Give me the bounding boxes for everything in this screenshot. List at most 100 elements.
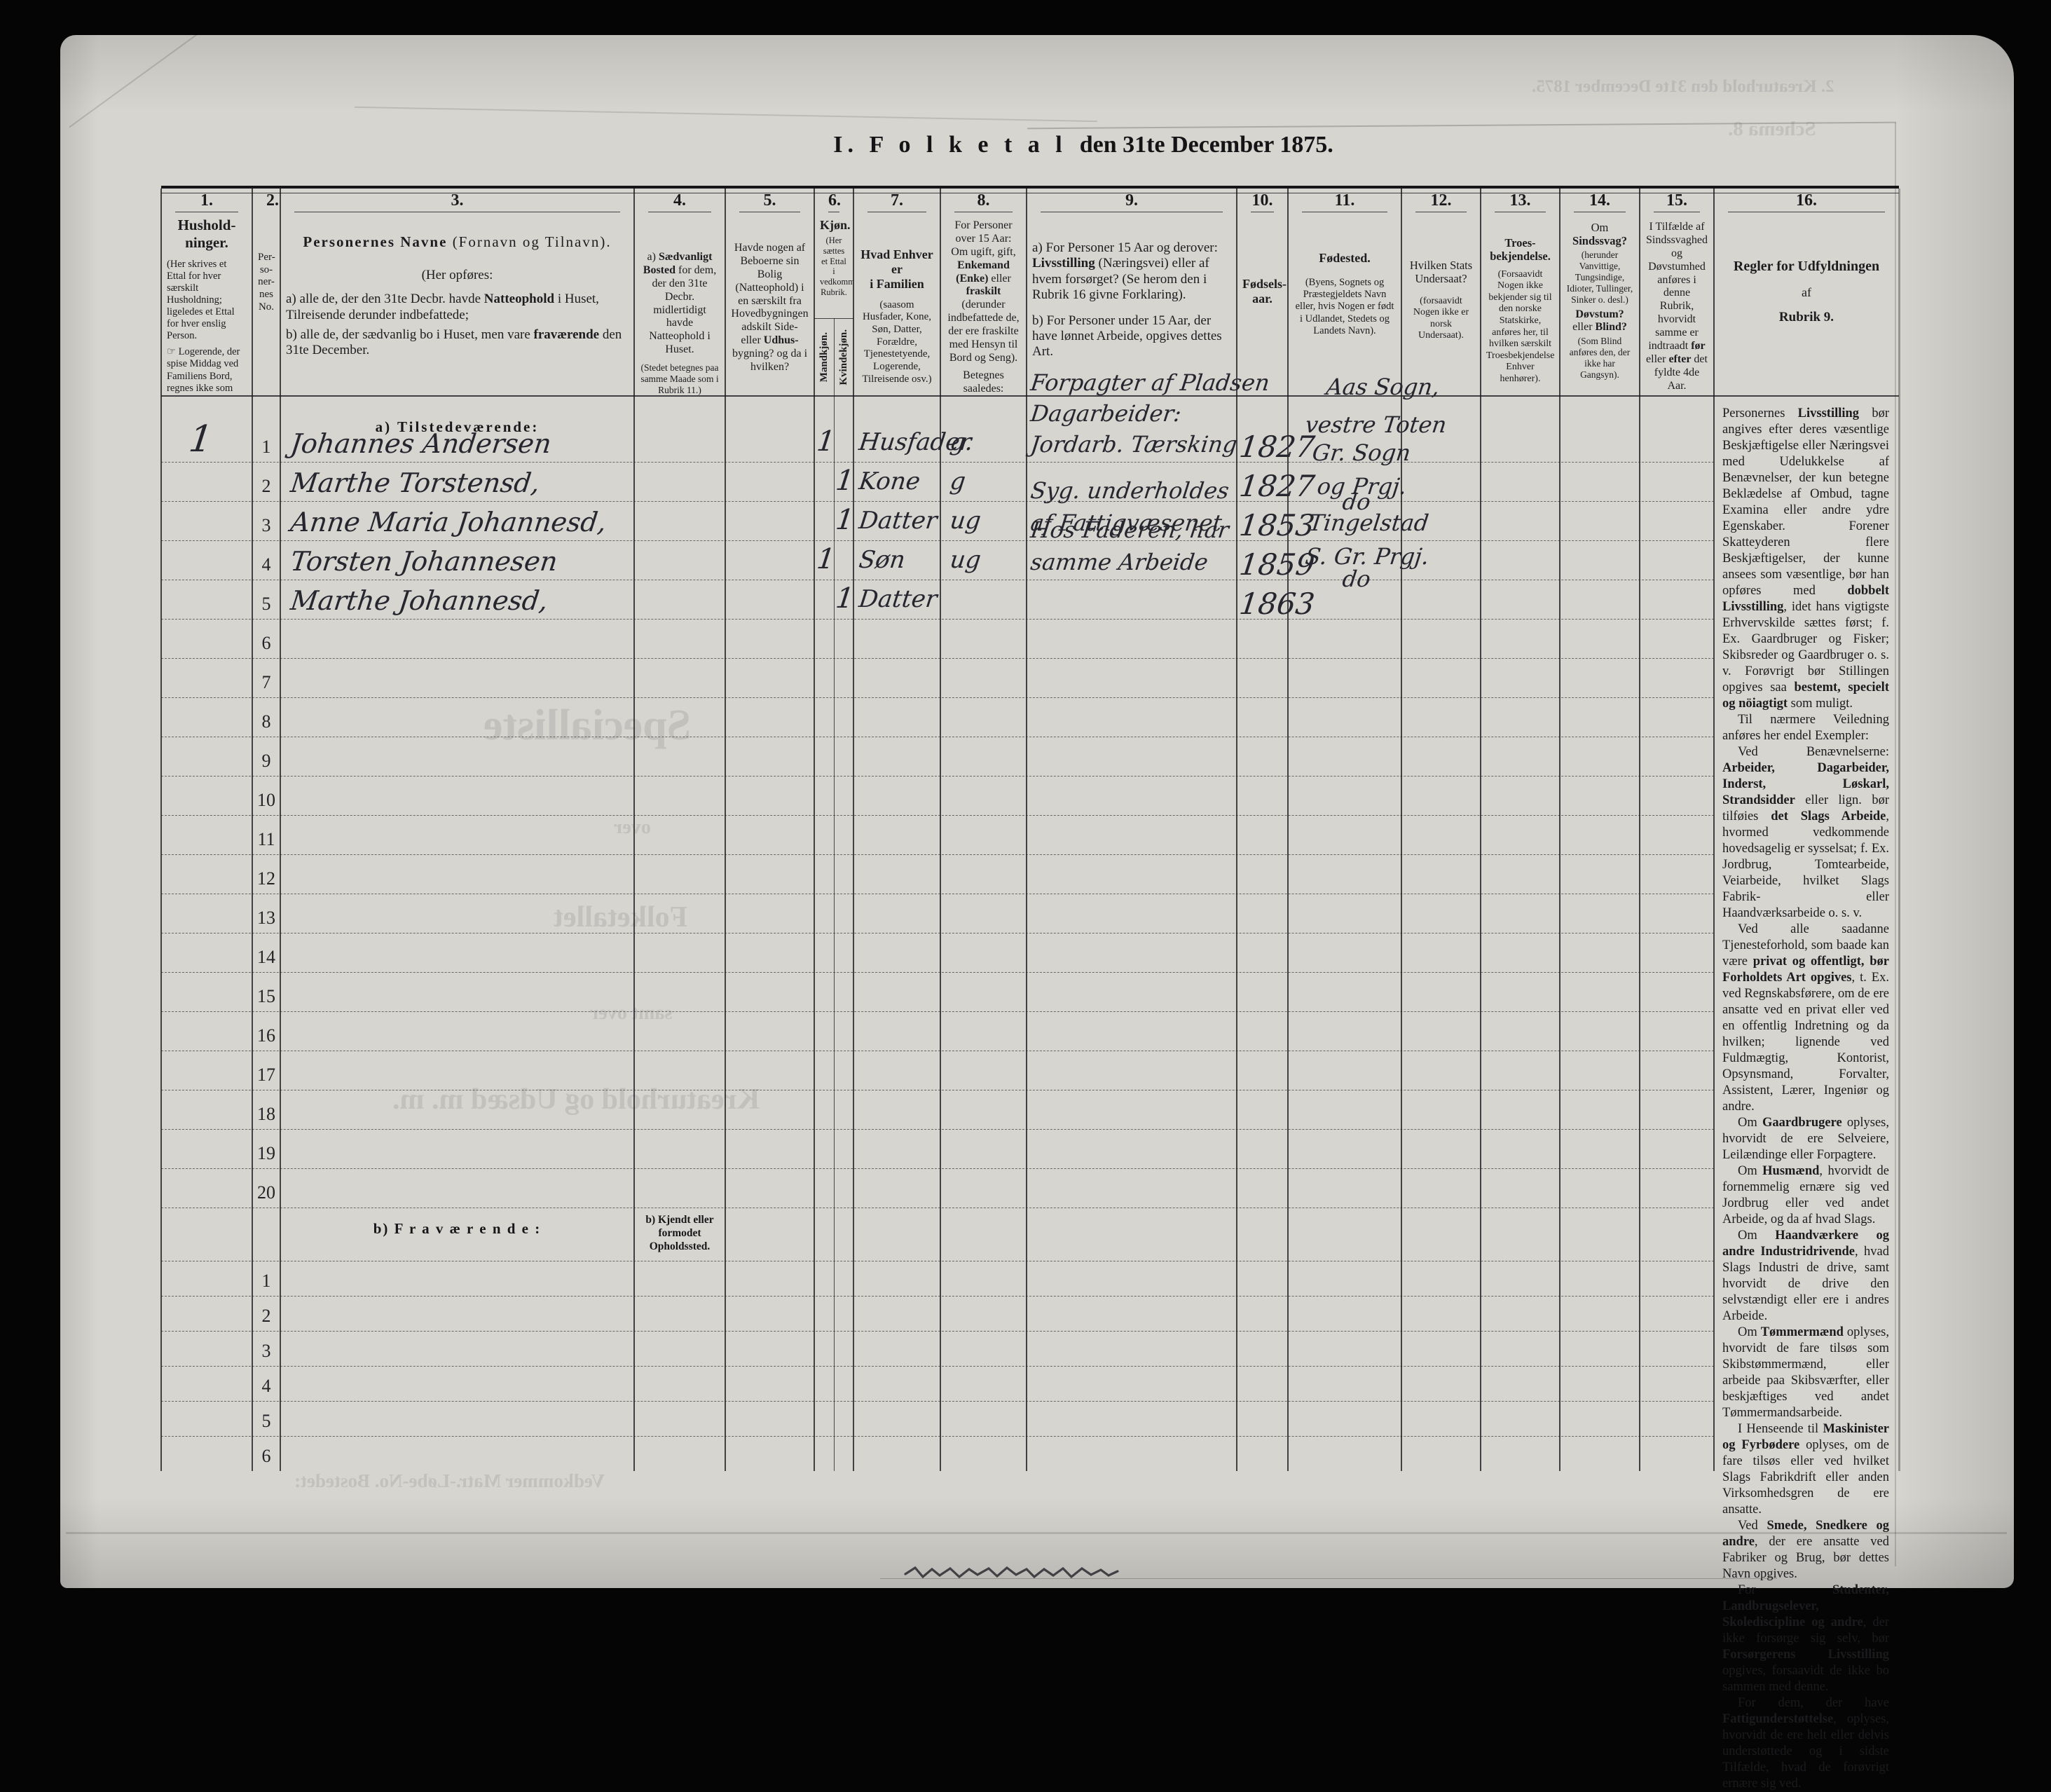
table-column-line: [853, 189, 854, 1471]
text-segment: Ved alle saadanne Tjenesteforhold, som b…: [1722, 922, 1889, 969]
pen-squiggle-flourish: [904, 1566, 1119, 1579]
column-header-11: 11. Fødested. (Byens, Sognets og Præstegje…: [1288, 189, 1401, 395]
birthplace-line: vestre Toten: [1303, 411, 1448, 438]
column-number: 9.: [1041, 191, 1223, 212]
row-number: 4: [261, 1376, 271, 1396]
row-rule: [161, 776, 1714, 777]
row-rule: [161, 854, 1714, 855]
text-segment: a): [647, 251, 659, 263]
row-rule: [161, 1296, 1714, 1297]
text-segment: , t. Ex. ved Regnskabsførere, om de ere …: [1722, 971, 1889, 1114]
text-segment: (saasom Husfader, Kone, Søn, Datter, For…: [862, 299, 932, 385]
paper-sheet: Specialliste over Folketallet samt over Krea…: [60, 27, 2014, 1791]
header-text-block: b) For Personer under 15 Aar, der have l…: [1032, 313, 1231, 360]
row-rule: [161, 697, 1714, 698]
person-name: Marthe Torstensd,: [289, 467, 542, 498]
table-column-line: [1898, 189, 1900, 1471]
table-column-line: [1639, 189, 1640, 1471]
header-text-block: Betegnes saaledes: ug., g., e., f.: [946, 369, 1021, 395]
row-number: 10: [257, 790, 275, 810]
text-segment: , hvormed vedkommende hovedsagelig er sy…: [1722, 809, 1889, 920]
family-position: Datter: [857, 507, 939, 535]
text-segment: Fattigunderstøttelse: [1722, 1712, 1834, 1726]
row-number: 1: [261, 1271, 271, 1291]
header-text-block: (Stedet betegnes paa samme Maade som i R…: [640, 362, 720, 395]
person-name: Anne Maria Johannesd,: [289, 507, 608, 538]
text-segment: Enkemand (Enke): [956, 259, 1010, 285]
text-segment: (Her opføres:: [421, 267, 493, 282]
person-name: Torsten Johannesen: [289, 546, 560, 577]
text-segment: Regler for Udfyldningen: [1733, 259, 1880, 274]
rules-paragraph: Ved alle saadanne Tjenesteforhold, som b…: [1722, 922, 1889, 1115]
text-segment: af: [1802, 285, 1811, 299]
occupation-line: Forpagter af Pladsen: [1029, 369, 1272, 396]
page-title-date: den 31te December 1875.: [1079, 132, 1333, 158]
rules-paragraph: For dem, der have Fattigunderstøttelse, …: [1722, 1695, 1889, 1792]
column-header-16: 16. Regler for Udfyldningen af Rubrik 9.: [1714, 189, 1899, 395]
text-segment: i Huset, Tilreisende derunder indbefatte…: [286, 292, 599, 322]
row-number: 3: [261, 1341, 271, 1361]
row-rule: [161, 1436, 1714, 1437]
marital-status: g.: [948, 428, 975, 456]
text-segment: (Stedet betegnes paa samme Maade som i R…: [640, 362, 719, 395]
person-name: Johannes Andersen: [289, 428, 554, 459]
table-column-line: [160, 189, 162, 1471]
table-column-line: [1480, 189, 1481, 1471]
header-text-block: ☞ Logerende, der spise Middag ved Famili…: [167, 346, 247, 395]
text-segment: Personernes Navne: [303, 233, 453, 250]
text-segment: Livsstilling: [1797, 406, 1860, 420]
text-segment: privat og offentligt, bør Forholdets Art…: [1722, 955, 1889, 985]
header-text-block: a) Sædvanligt Bosted for dem, der den 31…: [640, 251, 720, 357]
header-text-block: (Her opføres:: [286, 268, 629, 283]
male-subcolumn: Mandkjøn.: [814, 319, 834, 395]
row-number: 9: [261, 751, 271, 771]
text-segment: , der ere ansatte ved Fabriker og Brug, …: [1722, 1535, 1889, 1581]
rules-paragraph: Om Haandværkere og andre Industridrivend…: [1722, 1228, 1889, 1325]
header-text-block: Døvstum? eller Blind?: [1565, 308, 1634, 335]
occupation-line: Hos Faderen, har: [1029, 517, 1230, 543]
header-text-block: Per- so- ner- nes No.: [258, 252, 275, 313]
marital-status: ug: [948, 507, 983, 535]
header-text-block: (saasom Husfader, Kone, Søn, Datter, For…: [859, 299, 935, 386]
column-number: 12.: [1415, 191, 1467, 212]
column-number: 1.: [175, 191, 238, 212]
header-text-block: Hushold- ninger.: [167, 217, 247, 252]
text-segment: For dem, der have: [1738, 1696, 1889, 1710]
text-segment: Ved Benævnelserne:: [1738, 745, 1889, 759]
text-segment: , hvorvidt de fornemmelig ernære sig ved…: [1722, 1164, 1890, 1226]
row-number: 20: [257, 1182, 275, 1203]
row-rule: [161, 501, 1714, 502]
text-segment: Smede, Snedkere og andre: [1722, 1519, 1889, 1549]
bottom-pencil-line: [880, 1578, 1777, 1579]
text-segment: eller: [988, 272, 1011, 285]
text-segment: Om: [1591, 221, 1609, 234]
female-label: Kvindekjøn.: [837, 329, 849, 385]
row-number: 17: [257, 1065, 275, 1085]
rules-paragraph: Om Tømmermænd oplyses, hvorvidt de fare …: [1722, 1325, 1889, 1421]
column-header-12: 12. Hvilken Stats Undersaat? (forsaavidt N…: [1401, 189, 1481, 395]
text-segment: Om: [1738, 1325, 1761, 1339]
text-segment: Sædvanligt Bosted: [643, 251, 713, 276]
column-header-1: 1. Hushold- ninger. (Her skrives et Ettal …: [161, 189, 252, 395]
sex-subcolumn-line: [834, 318, 835, 1471]
row-number: 13: [257, 908, 275, 928]
birth-year: 1863: [1237, 587, 1317, 621]
table-column-line: [1236, 189, 1237, 1471]
text-segment: oplyses, om de fare tilsøs eller ved hvi…: [1722, 1438, 1889, 1517]
row-number: 18: [257, 1104, 275, 1124]
table-column-line: [725, 189, 726, 1471]
marital-status: ug: [948, 546, 983, 574]
birth-year: 1827: [1237, 469, 1317, 503]
row-rule: [161, 658, 1714, 659]
column-header-14: 14. Om Sindssvag? (herunder Vanvittige, Tu…: [1560, 189, 1640, 395]
text-segment: (Her skrives et Ettal for hver særskilt …: [167, 258, 235, 342]
text-segment: eller: [1572, 321, 1596, 334]
text-segment: efter: [1668, 353, 1692, 365]
rules-paragraph: Om Husmænd, hvorvidt de fornemmelig ernæ…: [1722, 1163, 1889, 1228]
text-segment: Gaardbrugere: [1762, 1116, 1842, 1130]
header-text-block: a) alle de, der den 31te Decbr. havde Na…: [286, 292, 629, 323]
text-segment: for dem, der den 31te Decbr. midlertidig…: [649, 264, 717, 356]
row-rule: [161, 972, 1714, 973]
text-segment: eller: [1646, 353, 1669, 365]
scanned-census-sheet: { "page": { "title_spaced": "I. F o l k …: [60, 27, 2014, 1791]
